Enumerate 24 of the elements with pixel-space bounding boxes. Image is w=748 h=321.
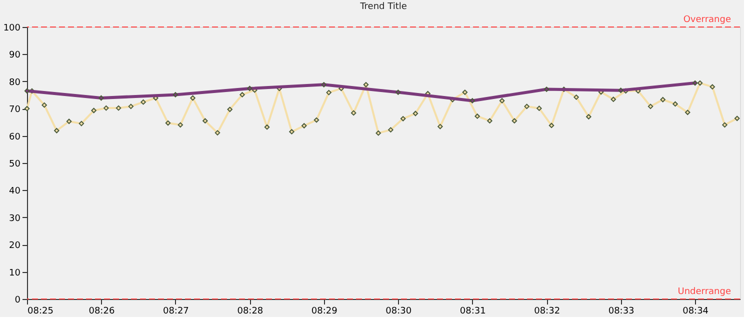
x-tick-label: 08:31 (460, 306, 486, 316)
y-tick-label: 0 (14, 296, 21, 306)
x-tick-label: 08:32 (534, 306, 560, 316)
x-tick-label: 08:27 (162, 306, 189, 316)
y-tick-label: 80 (9, 78, 21, 88)
y-tick-label: 40 (9, 186, 21, 197)
y-tick-label: 30 (9, 214, 21, 224)
x-tick-label: 08:28 (237, 306, 264, 316)
ref-line-label: Underrange (678, 287, 732, 297)
y-tick-label: 100 (3, 24, 21, 34)
y-tick-label: 20 (9, 241, 21, 252)
y-tick-label: 50 (9, 160, 21, 170)
y-tick-label: 90 (9, 50, 21, 61)
y-tick-label: 70 (9, 105, 21, 116)
x-tick-label: 08:30 (386, 306, 412, 316)
y-tick-label: 60 (9, 132, 21, 142)
x-tick-label: 08:34 (682, 306, 709, 316)
x-tick-label: 08:26 (88, 306, 115, 316)
chart-title: Trend Title (359, 2, 408, 12)
y-tick-label: 10 (9, 268, 21, 278)
x-tick-label: 08:25 (28, 306, 54, 316)
ref-line-label: Overrange (683, 15, 732, 25)
x-tick-label: 08:29 (311, 306, 338, 316)
x-tick-label: 08:33 (608, 306, 634, 316)
